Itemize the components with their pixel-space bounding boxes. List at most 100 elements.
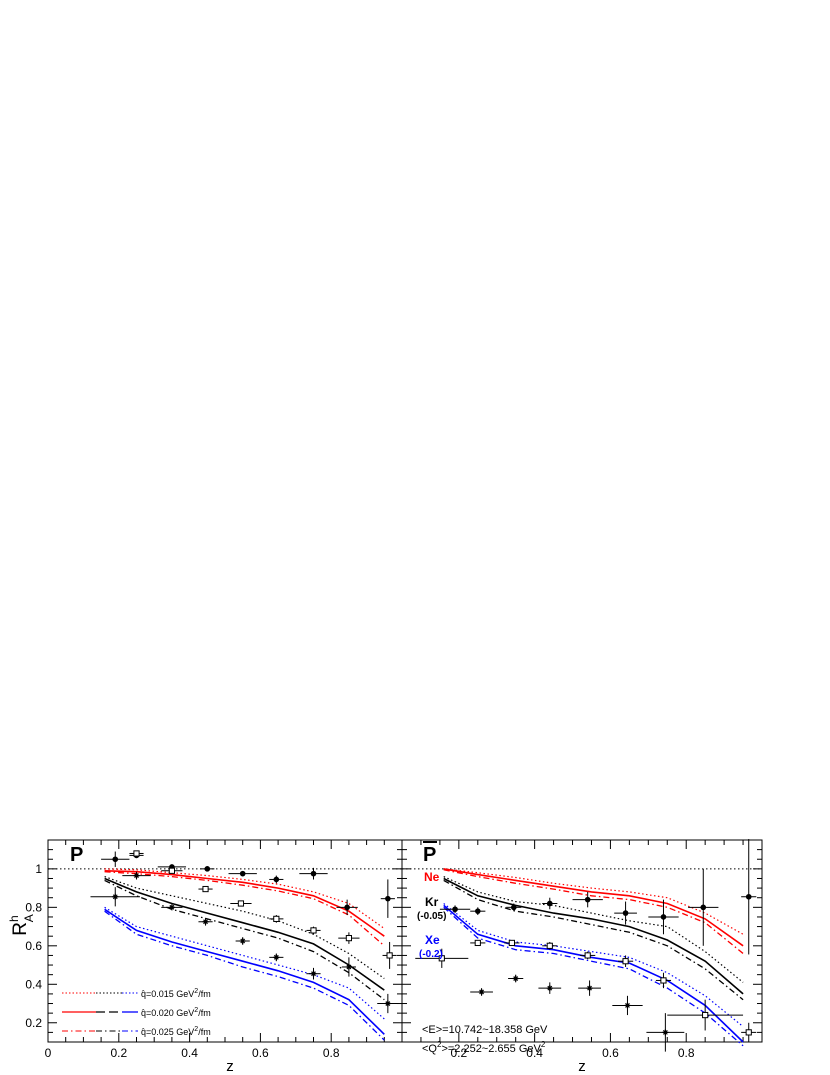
curve-ne-dashdot [104, 871, 385, 947]
legend-item-1: q̂=0.015 GeV2/fm [141, 988, 211, 999]
data-point-filled [112, 856, 119, 863]
data-point-filled [310, 870, 317, 877]
data-point-open [202, 885, 209, 893]
data-point-open [745, 1029, 752, 1036]
legend-item-3: q̂=0.025 GeV2/fm [141, 1026, 211, 1037]
data-point-filled [273, 876, 280, 883]
curve-xe-solid [104, 908, 385, 1035]
data-point-filled [546, 900, 553, 907]
x-tick-label: 0.6 [252, 1046, 269, 1060]
data-point-open [702, 1011, 709, 1019]
data-point-star [384, 1000, 391, 1007]
y-axis-title: RhA [7, 914, 36, 935]
data-point-star [168, 904, 175, 911]
data-point-filled [584, 896, 591, 903]
curve-ne-dotted [104, 868, 385, 929]
curve-xe-dashdot [443, 906, 744, 1047]
curve-kr-dotted [443, 876, 744, 983]
curve-ne-solid [443, 868, 744, 947]
data-point-filled [385, 895, 391, 902]
y-tick-label: 0.2 [25, 1016, 42, 1030]
data-point-filled [510, 904, 517, 911]
panel-frame-1 [401, 839, 763, 1043]
curve-ne-solid [104, 870, 385, 937]
data-point-open [474, 939, 481, 947]
y-tick-label: 0.6 [25, 939, 42, 953]
data-point-open [438, 955, 445, 962]
x-axis-title-right: z [578, 1058, 586, 1075]
data-point-star [112, 893, 119, 900]
y-tick-label: 0.8 [25, 900, 42, 914]
data-point-filled [474, 908, 481, 914]
y-axis-title-main: R [10, 922, 31, 936]
data-point-star [202, 918, 209, 925]
data-point-filled [700, 904, 707, 911]
data-point-star [546, 985, 553, 992]
curve-kr-solid [443, 877, 744, 995]
data-point-filled [622, 910, 629, 916]
y-tick-label: 0.4 [25, 977, 42, 991]
label-ne: Ne [424, 870, 440, 884]
panel-title-left: P [70, 844, 83, 866]
data-point-open [273, 915, 280, 922]
label-kr: Kr [425, 895, 439, 909]
x-tick-label: 0.4 [526, 1046, 543, 1060]
x-tick-label: 0.2 [450, 1046, 467, 1060]
data-point-star [624, 1002, 631, 1009]
data-point-star [239, 938, 246, 944]
curve-xe-dotted [443, 903, 744, 1028]
data-point-star [478, 988, 485, 995]
y-tick-label: 1 [35, 862, 42, 876]
data-point-filled [745, 893, 752, 900]
data-point-filled [239, 870, 246, 877]
data-point-open [508, 939, 515, 947]
curve-xe-dashdot [104, 910, 385, 1041]
curve-xe-solid [443, 904, 744, 1043]
curve-ne-dashdot [443, 869, 744, 955]
plot-root: 0 0.2 0.4 0.6 0.8 0.2 0.4 0.6 0.8 0.2 0.4 0.6 0.8 1 [25, 839, 763, 1060]
legend: q̂=0.015 GeV2/fm q̂=0.020 GeV2/fm q̂=0.0… [62, 988, 211, 1037]
data-point-open [237, 900, 245, 907]
data-point-open [345, 935, 352, 942]
data-point-star [512, 975, 519, 982]
label-energy: <E>=10.742~18.358 GeV [422, 1024, 548, 1036]
data-point-star [310, 970, 317, 977]
data-point-star [345, 963, 352, 970]
data-point-open [584, 952, 591, 959]
data-point-open [168, 867, 176, 874]
data-point-open [133, 850, 140, 857]
data-point-star [586, 985, 593, 992]
curve-ne-dotted [443, 868, 744, 935]
data-point-open [310, 927, 317, 934]
data-point-open [546, 942, 553, 949]
panel-title-right: P [423, 844, 436, 866]
data-point-star [133, 872, 140, 879]
data-point-filled [204, 866, 211, 872]
x-tick-label: 0 [45, 1046, 52, 1060]
data-point-star [662, 1029, 669, 1036]
x-tick-label: 0.2 [110, 1046, 127, 1060]
curve-kr-solid [104, 877, 385, 991]
data-point-filled [344, 904, 350, 911]
label-kr-offset: (-0.05) [417, 911, 446, 922]
data-point-open [660, 977, 667, 984]
label-xe-offset: (-0.2) [419, 949, 443, 960]
legend-item-2: q̂=0.020 GeV2/fm [141, 1007, 211, 1018]
x-tick-label: 0.8 [678, 1046, 695, 1060]
label-q2: <Q2>=2.252~2.655 GeV2 [422, 1040, 546, 1055]
label-xe: Xe [425, 933, 440, 947]
curve-kr-dotted [104, 876, 385, 979]
y-axis-title-sup: h [7, 915, 21, 922]
data-point-filled [452, 906, 458, 913]
data-point-star [273, 954, 280, 961]
x-axis-title-left: z [226, 1058, 234, 1075]
y-axis-title-sub: A [22, 914, 36, 922]
data-point-open [622, 958, 629, 965]
data-point-filled [660, 914, 667, 920]
x-tick-label: 0.4 [181, 1046, 198, 1060]
data-point-open [386, 952, 393, 959]
curve-kr-dashdot [104, 879, 385, 1001]
x-tick-label: 0.6 [602, 1046, 619, 1060]
x-tick-label: 0.8 [323, 1046, 340, 1060]
